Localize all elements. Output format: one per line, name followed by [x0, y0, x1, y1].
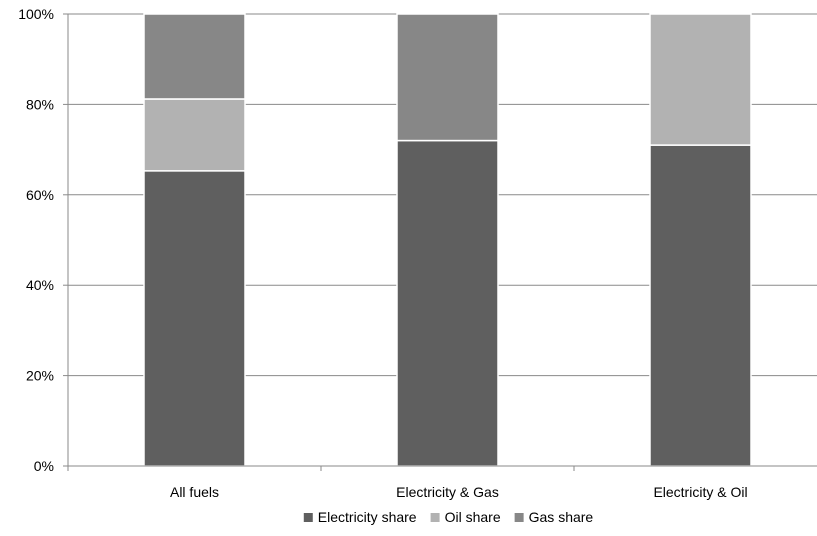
- x-category-label: All fuels: [170, 484, 219, 500]
- x-axis-category-labels: All fuels Electricity & Gas Electricity & …: [170, 484, 748, 500]
- y-tick-label: 0%: [34, 458, 54, 474]
- legend-swatch: [514, 513, 524, 522]
- bar-segment-electricity-share: [396, 139, 499, 467]
- bar-segment-gas-share: [396, 13, 499, 142]
- bar-segment-electricity-share: [143, 170, 246, 467]
- bar-segment-oil-share: [143, 98, 246, 172]
- legend-item: Gas share: [514, 509, 594, 525]
- legend-label: Electricity share: [318, 509, 417, 525]
- legend-label: Gas share: [529, 509, 594, 525]
- y-tick-label: 60%: [26, 187, 54, 203]
- bars: [143, 13, 752, 467]
- y-tick-label: 100%: [18, 6, 54, 22]
- y-tick-label: 80%: [26, 96, 54, 112]
- legend-item: Oil share: [430, 509, 501, 525]
- x-category-label: Electricity & Oil: [653, 484, 747, 500]
- x-category-label: Electricity & Gas: [396, 484, 499, 500]
- bar-segment-electricity-share: [649, 144, 752, 467]
- y-tick-label: 40%: [26, 277, 54, 293]
- y-axis-tick-labels: 0% 20% 40% 60% 80% 100%: [18, 6, 54, 474]
- bar-segment-oil-share: [649, 13, 752, 146]
- legend-item: Electricity share: [303, 509, 417, 525]
- axes: [67, 14, 817, 471]
- bar-segment-gas-share: [143, 13, 246, 100]
- legend: Electricity share Oil share Gas share: [303, 509, 594, 525]
- y-tick-label: 20%: [26, 368, 54, 384]
- legend-swatch: [430, 513, 440, 522]
- legend-swatch: [303, 513, 313, 522]
- legend-label: Oil share: [445, 509, 501, 525]
